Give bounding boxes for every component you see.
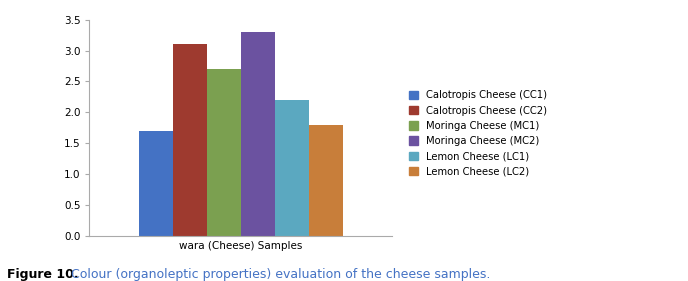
Bar: [275, 100, 309, 236]
Bar: [173, 44, 206, 236]
Legend: Calotropis Cheese (CC1), Calotropis Cheese (CC2), Moringa Cheese (MC1), Moringa : Calotropis Cheese (CC1), Calotropis Chee…: [407, 89, 550, 178]
Text: Figure 10.: Figure 10.: [7, 268, 78, 281]
Bar: [207, 69, 241, 236]
Bar: [241, 32, 275, 236]
Bar: [309, 125, 343, 236]
Text: Colour (organoleptic properties) evaluation of the cheese samples.: Colour (organoleptic properties) evaluat…: [67, 268, 491, 281]
Bar: [139, 131, 173, 236]
